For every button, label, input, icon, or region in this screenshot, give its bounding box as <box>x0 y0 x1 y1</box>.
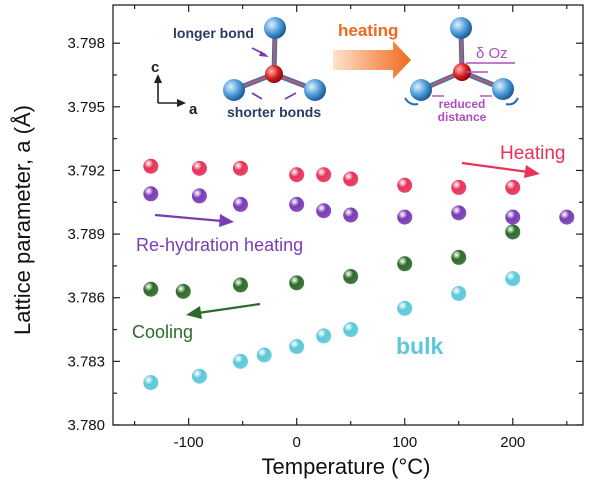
re-hydration-heating-point <box>143 186 159 202</box>
heating-arrowhead <box>524 165 540 178</box>
cooling-point <box>451 249 467 265</box>
bulk-point <box>397 300 413 316</box>
bulk-point <box>343 322 359 338</box>
bulk-point <box>191 368 207 384</box>
longer-bond-label: longer bond <box>173 25 254 41</box>
bulk-point <box>256 347 272 363</box>
heating-point <box>343 171 359 187</box>
bulk-point <box>316 328 332 344</box>
reduced-label: reduced <box>439 97 486 111</box>
y-tick-label: 3.789 <box>67 226 105 243</box>
inset-schematic: c a longer bond shorter bonds heating <box>151 17 519 124</box>
rehydration-annotation: Re-hydration heating <box>136 213 303 255</box>
inset-heating-label: heating <box>338 21 398 40</box>
bulk-point <box>143 375 159 391</box>
heating-point <box>191 160 207 176</box>
heating-label: Heating <box>500 143 566 164</box>
rehydration-arrow <box>154 213 223 223</box>
bulk-point <box>505 271 521 287</box>
x-axis-title: Temperature (°C) <box>262 454 431 479</box>
cooling-point <box>175 283 191 299</box>
re-hydration-heating-point <box>505 209 521 225</box>
heating-arrow <box>461 161 529 174</box>
ion-left <box>223 79 245 101</box>
rehydration-label: Re-hydration heating <box>136 235 303 255</box>
shorter-bonds-label: shorter bonds <box>227 104 321 120</box>
heating-annotation: Heating <box>461 143 566 178</box>
ion-left-after <box>410 79 432 101</box>
cooling-point <box>232 277 248 293</box>
re-hydration-heating-point <box>451 205 467 221</box>
x-tick-label: -100 <box>174 434 204 451</box>
tick-labels: -100 0 100 200 3.780 3.783 3.786 3.789 3.792 3.79… <box>67 35 525 451</box>
heating-point <box>505 179 521 195</box>
re-hydration-heating-point <box>232 196 248 212</box>
re-hydration-heating-point <box>191 188 207 204</box>
cooling-point <box>343 269 359 285</box>
delta-oz-label: δ Oz <box>476 45 508 62</box>
bulk-label: bulk <box>396 333 443 359</box>
axes-indicator: c a <box>151 59 198 118</box>
y-tick-label: 3.783 <box>67 353 105 370</box>
cooling-point <box>143 281 159 297</box>
ion-center-after <box>453 63 471 81</box>
y-tick-label: 3.795 <box>67 99 105 116</box>
cooling-annotation: Cooling <box>132 302 261 342</box>
data-points <box>143 158 575 391</box>
rehydration-arrowhead <box>219 214 234 227</box>
molecule-before: longer bond shorter bonds <box>173 17 326 120</box>
bulk-point <box>289 339 305 355</box>
cooling-point <box>505 224 521 240</box>
re-hydration-heating-point <box>316 203 332 219</box>
cooling-label: Cooling <box>132 322 193 342</box>
heating-transition-arrow: heating <box>333 21 411 79</box>
c-axis-label: c <box>151 59 159 76</box>
x-tick-label: 200 <box>500 434 525 451</box>
bulk-point <box>451 285 467 301</box>
x-tick-label: 100 <box>392 434 417 451</box>
ion-right <box>304 79 326 101</box>
re-hydration-heating-point <box>343 207 359 223</box>
cooling-arrowhead <box>186 306 202 319</box>
a-axis-label: a <box>189 101 198 118</box>
y-tick-label: 3.798 <box>67 35 105 52</box>
cooling-point <box>397 256 413 272</box>
bulk-point <box>232 353 248 369</box>
plot-frame <box>112 4 584 426</box>
heating-point <box>289 167 305 183</box>
heating-point <box>316 167 332 183</box>
ion-right-after <box>492 78 514 100</box>
ion-top <box>264 17 286 39</box>
y-tick-label: 3.786 <box>67 290 105 307</box>
x-tick-label: 0 <box>293 434 301 451</box>
molecule-after: δ Oz reduced distance <box>404 17 519 124</box>
ion-top-after <box>450 17 472 39</box>
re-hydration-heating-point <box>397 209 413 225</box>
re-hydration-heating-point <box>559 209 575 225</box>
heating-point <box>232 160 248 176</box>
y-tick-label: 3.792 <box>67 162 105 179</box>
distance-label: distance <box>438 110 487 124</box>
cooling-point <box>289 275 305 291</box>
re-hydration-heating-point <box>289 196 305 212</box>
y-tick-label: 3.780 <box>67 417 105 434</box>
axis-ticks <box>113 5 583 426</box>
cooling-arrow <box>197 302 261 315</box>
heating-point <box>397 177 413 193</box>
heating-point <box>451 179 467 195</box>
heating-point <box>143 158 159 174</box>
y-axis-title: Lattice parameter, a (Å) <box>10 105 35 335</box>
ion-center <box>265 65 283 83</box>
